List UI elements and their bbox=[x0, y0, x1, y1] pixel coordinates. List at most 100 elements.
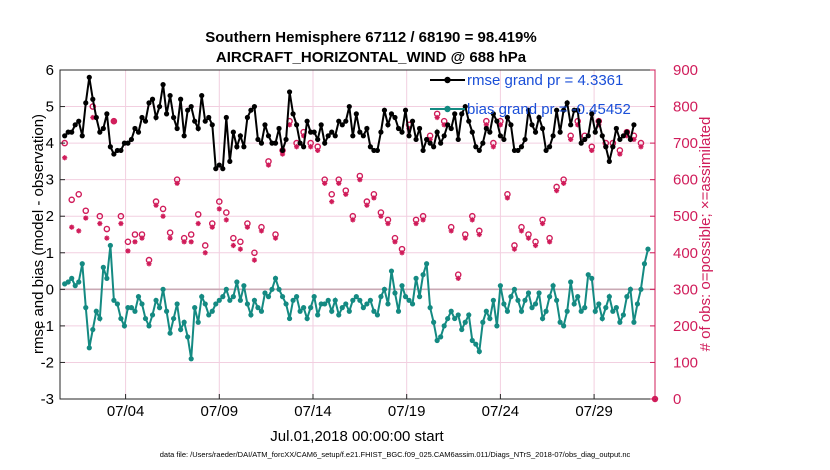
bias-point bbox=[434, 337, 440, 344]
rmse-point bbox=[596, 118, 602, 124]
obs-assimilated-marker bbox=[251, 257, 258, 263]
obs-assimilated-marker bbox=[279, 151, 286, 157]
bias-point bbox=[603, 305, 609, 311]
bias-point bbox=[343, 301, 349, 307]
rmse-point bbox=[297, 140, 303, 146]
rmse-point bbox=[406, 133, 412, 139]
rmse-point bbox=[392, 114, 398, 121]
rmse-point bbox=[483, 125, 489, 132]
rmse-point bbox=[304, 118, 310, 124]
rmse-point bbox=[620, 133, 626, 139]
x-tick-label: 07/19 bbox=[388, 403, 426, 420]
rmse-point bbox=[251, 103, 258, 110]
rmse-point bbox=[237, 133, 243, 139]
rmse-point bbox=[431, 144, 437, 150]
bias-point bbox=[241, 283, 247, 289]
obs-possible-marker bbox=[328, 190, 336, 198]
bias-point bbox=[111, 297, 117, 303]
rmse-point bbox=[504, 114, 511, 121]
obs-assimilated-marker bbox=[413, 220, 419, 227]
rmse-point bbox=[445, 122, 451, 128]
bias-point bbox=[469, 337, 475, 344]
x-tick-label: 07/09 bbox=[201, 403, 239, 420]
bias-point bbox=[283, 301, 289, 307]
bias-point bbox=[114, 301, 120, 307]
bias-point bbox=[532, 301, 539, 307]
obs-assimilated-marker bbox=[434, 114, 440, 121]
bias-point bbox=[206, 312, 212, 318]
bias-point bbox=[104, 275, 110, 281]
obs-assimilated-marker bbox=[624, 133, 630, 139]
y-tick-label: -3 bbox=[41, 391, 54, 408]
bias-point bbox=[420, 272, 426, 278]
bias-point bbox=[272, 275, 279, 281]
bias-point bbox=[360, 305, 366, 311]
bias-point bbox=[452, 315, 458, 322]
obs-assimilated-marker bbox=[378, 213, 384, 219]
rmse-point bbox=[192, 118, 198, 124]
bias-point bbox=[381, 286, 388, 292]
rmse-point bbox=[568, 122, 574, 128]
obs-assimilated-marker bbox=[265, 162, 272, 168]
y-tick-label: 6 bbox=[46, 62, 54, 79]
rmse-point bbox=[399, 129, 405, 135]
rmse-point bbox=[93, 114, 99, 121]
rmse-point bbox=[149, 96, 156, 102]
obs-assimilated-marker bbox=[462, 235, 468, 241]
bias-point bbox=[631, 319, 637, 325]
y-tick-label: 2 bbox=[46, 208, 54, 225]
rmse-point bbox=[518, 144, 525, 150]
rmse-point bbox=[125, 140, 131, 146]
bias-point bbox=[568, 279, 574, 285]
bias-point bbox=[107, 242, 113, 249]
bias-point bbox=[515, 297, 521, 303]
bias-point bbox=[525, 290, 532, 296]
bias-point bbox=[480, 319, 486, 325]
rmse-point bbox=[631, 122, 637, 128]
y-tick-label: -2 bbox=[41, 354, 54, 371]
y2-axis-label: # of obs: o=possible; ×=assimilated bbox=[697, 117, 714, 352]
obs-assimilated-marker bbox=[83, 215, 89, 221]
bias-point bbox=[322, 301, 328, 307]
bias-point bbox=[371, 308, 377, 314]
obs-assimilated-marker bbox=[301, 133, 307, 139]
bias-point bbox=[620, 312, 626, 318]
rmse-point bbox=[480, 140, 486, 146]
y-axis-label: rmse and bias (model - observation) bbox=[30, 114, 47, 354]
bias-point bbox=[132, 308, 138, 314]
rmse-point bbox=[213, 166, 219, 172]
rmse-point bbox=[353, 111, 359, 117]
bias-point bbox=[353, 294, 359, 300]
rmse-point bbox=[466, 118, 472, 124]
bias-point bbox=[550, 283, 556, 289]
obs-assimilated-marker bbox=[406, 125, 412, 132]
bias-point bbox=[339, 305, 345, 311]
rmse-point bbox=[311, 129, 317, 135]
rmse-point bbox=[188, 103, 194, 110]
rmse-point bbox=[72, 122, 78, 128]
bias-point bbox=[487, 315, 493, 322]
series-lines bbox=[62, 74, 651, 362]
obs-possible-marker bbox=[251, 249, 258, 257]
obs-assimilated-marker bbox=[371, 195, 377, 201]
obs-possible-marker bbox=[215, 198, 223, 205]
x-tick-label: 07/14 bbox=[294, 403, 332, 420]
bias-point bbox=[448, 308, 454, 314]
bias-point bbox=[634, 301, 641, 307]
bias-point bbox=[185, 334, 191, 340]
bias-point bbox=[255, 305, 261, 311]
obs-assimilated-marker bbox=[90, 114, 96, 121]
rmse-point bbox=[603, 144, 609, 150]
rmse-point bbox=[128, 136, 135, 143]
y2-tick-label: 400 bbox=[673, 245, 698, 262]
obs-assimilated-marker bbox=[343, 191, 349, 197]
bias-point bbox=[409, 301, 416, 307]
rmse-point bbox=[522, 136, 528, 143]
bias-point bbox=[546, 294, 553, 300]
rmse-point bbox=[97, 129, 103, 135]
rmse-point bbox=[241, 144, 247, 150]
rmse-point bbox=[83, 100, 89, 106]
bias-point bbox=[304, 315, 310, 322]
y2-tick-label: 500 bbox=[673, 208, 698, 225]
bias-point bbox=[508, 294, 514, 300]
